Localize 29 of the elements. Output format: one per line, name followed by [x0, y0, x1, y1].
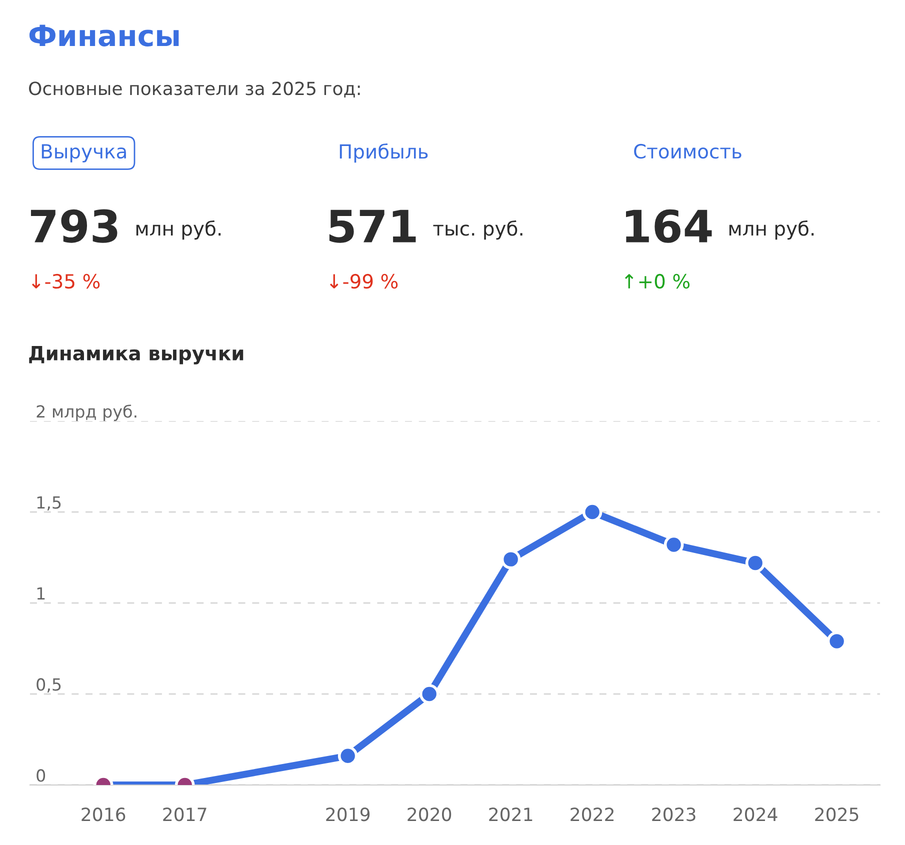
x-tick-label: 2022: [570, 808, 614, 822]
text: млн руб.: [136, 220, 221, 240]
text: 571: [329, 210, 416, 243]
y-tick-label: 0: [36, 769, 46, 782]
x-tick-label: 2023: [652, 808, 696, 822]
text: млн руб.: [729, 220, 814, 240]
text: Основные показатели за 2025 год:: [29, 82, 360, 98]
x-tick-label: 2016: [82, 808, 126, 822]
text: ↑+0 %: [624, 274, 690, 289]
x-tick-label: 2025: [815, 808, 858, 822]
text: Прибыль: [340, 143, 428, 163]
x-tick-label: 2024: [734, 808, 778, 822]
x-tick-label: 2017: [163, 808, 206, 822]
text: 793: [30, 209, 118, 243]
y-tick-label: 1,5: [37, 496, 61, 510]
x-tick-label: 2021: [489, 808, 532, 822]
y-tick-label: 0,5: [36, 678, 61, 692]
text: Стоимость: [634, 144, 742, 159]
x-tick-label: 2019: [326, 808, 370, 822]
text: Выручка: [42, 144, 126, 162]
chart-title: Динамика выручки: [29, 346, 244, 364]
y-tick-label: 1: [37, 587, 45, 600]
text: ↓-99 %: [330, 274, 398, 289]
text: 164: [626, 209, 712, 243]
y-tick-label: 2 млрд руб.: [36, 404, 136, 421]
text: ↓-35 %: [32, 274, 100, 289]
text: Финансы: [29, 24, 179, 46]
text: тыс. руб.: [433, 220, 522, 240]
x-tick-label: 2020: [408, 808, 452, 822]
